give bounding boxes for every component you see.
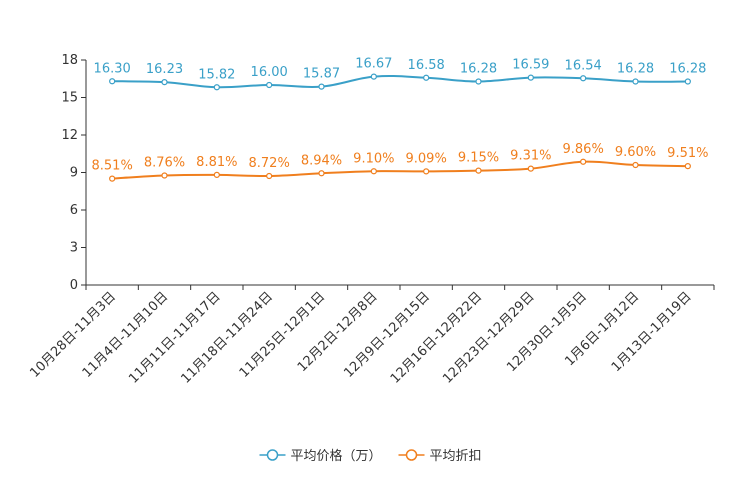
x-tick-label: 12月23日-12月29日: [440, 289, 537, 386]
data-point: [580, 75, 587, 82]
data-point: [423, 74, 430, 81]
data-point: [423, 168, 430, 175]
legend-item-2[interactable]: 平均折扣: [398, 449, 482, 464]
data-point: [580, 158, 587, 165]
data-point: [213, 171, 220, 178]
data-label: 9.31%: [510, 149, 551, 164]
data-point: [527, 165, 534, 172]
legend-item-1[interactable]: 平均价格（万）: [259, 448, 382, 464]
y-tick-label: 18: [61, 53, 78, 68]
data-point: [475, 78, 482, 85]
data-label: 16.28: [617, 62, 654, 77]
data-label: 16.00: [251, 65, 288, 80]
data-label: 9.86%: [563, 142, 604, 157]
data-point: [475, 167, 482, 174]
data-label: 16.23: [146, 62, 183, 77]
data-label: 16.54: [565, 58, 602, 73]
data-point: [318, 170, 325, 177]
data-point: [266, 172, 273, 180]
data-label: 9.60%: [615, 145, 656, 160]
y-tick-label: 12: [61, 128, 78, 143]
data-label: 9.09%: [406, 151, 447, 166]
data-point: [632, 161, 639, 169]
data-point: [213, 84, 220, 91]
chart-axes: 036912151810月28日-11月3日11月4日-11月10日11月11日…: [27, 53, 715, 387]
data-point: [161, 172, 168, 179]
y-tick-label: 6: [70, 203, 78, 218]
data-label: 8.72%: [249, 156, 290, 171]
data-point: [684, 78, 691, 85]
x-tick-label: 10月28日-11月3日: [27, 289, 119, 381]
chart-series: 16.30 16.23 15.82 16.00 15.87 16.67 16.58 16.28…: [92, 57, 708, 182]
data-point: [109, 175, 116, 182]
series-2: 8.51% 8.76% 8.81% 8.72% 8.94% 9.10% 9.09% 9.15%…: [92, 142, 708, 182]
data-label: 8.94%: [301, 153, 342, 168]
series-1: 16.30 16.23 15.82 16.00 15.87 16.67 16.58 16.28…: [94, 57, 706, 91]
data-label: 16.58: [408, 58, 445, 73]
data-label: 8.81%: [196, 155, 237, 170]
chart-legend[interactable]: 平均价格（万） 平均折扣: [259, 448, 482, 464]
data-point: [109, 78, 116, 85]
data-point: [684, 163, 691, 170]
y-tick-label: 3: [70, 241, 78, 256]
data-label: 16.28: [460, 62, 497, 77]
data-label: 9.10%: [353, 151, 394, 166]
legend-marker-icon: [266, 449, 279, 461]
y-tick-label: 15: [61, 91, 78, 106]
data-label: 16.59: [512, 58, 549, 73]
x-tick-label: 12月16日-12月22日: [388, 289, 485, 386]
legend-label: 平均折扣: [430, 449, 482, 464]
data-point: [266, 81, 273, 89]
data-label: 8.51%: [92, 159, 133, 174]
data-label: 9.15%: [458, 151, 499, 166]
series-line: [112, 160, 688, 180]
data-label: 16.30: [94, 61, 131, 76]
series-line: [112, 75, 688, 89]
x-tick-label: 11月11日-11月17日: [126, 289, 223, 386]
data-point: [161, 79, 168, 86]
data-point: [370, 168, 377, 175]
data-label: 16.67: [355, 57, 392, 72]
y-tick-label: 0: [70, 278, 78, 293]
data-label: 15.87: [303, 67, 340, 82]
data-label: 15.82: [198, 67, 235, 82]
data-label: 8.76%: [144, 156, 185, 171]
data-point: [632, 78, 639, 85]
data-label: 16.28: [669, 62, 706, 77]
data-point: [318, 83, 325, 90]
data-point: [370, 73, 377, 80]
legend-label: 平均价格（万）: [291, 448, 382, 464]
legend-marker-icon: [405, 449, 418, 461]
y-tick-label: 9: [70, 166, 78, 181]
data-label: 9.51%: [667, 146, 708, 161]
data-point: [527, 74, 534, 81]
x-tick-label: 11月18日-11月24日: [179, 289, 276, 386]
